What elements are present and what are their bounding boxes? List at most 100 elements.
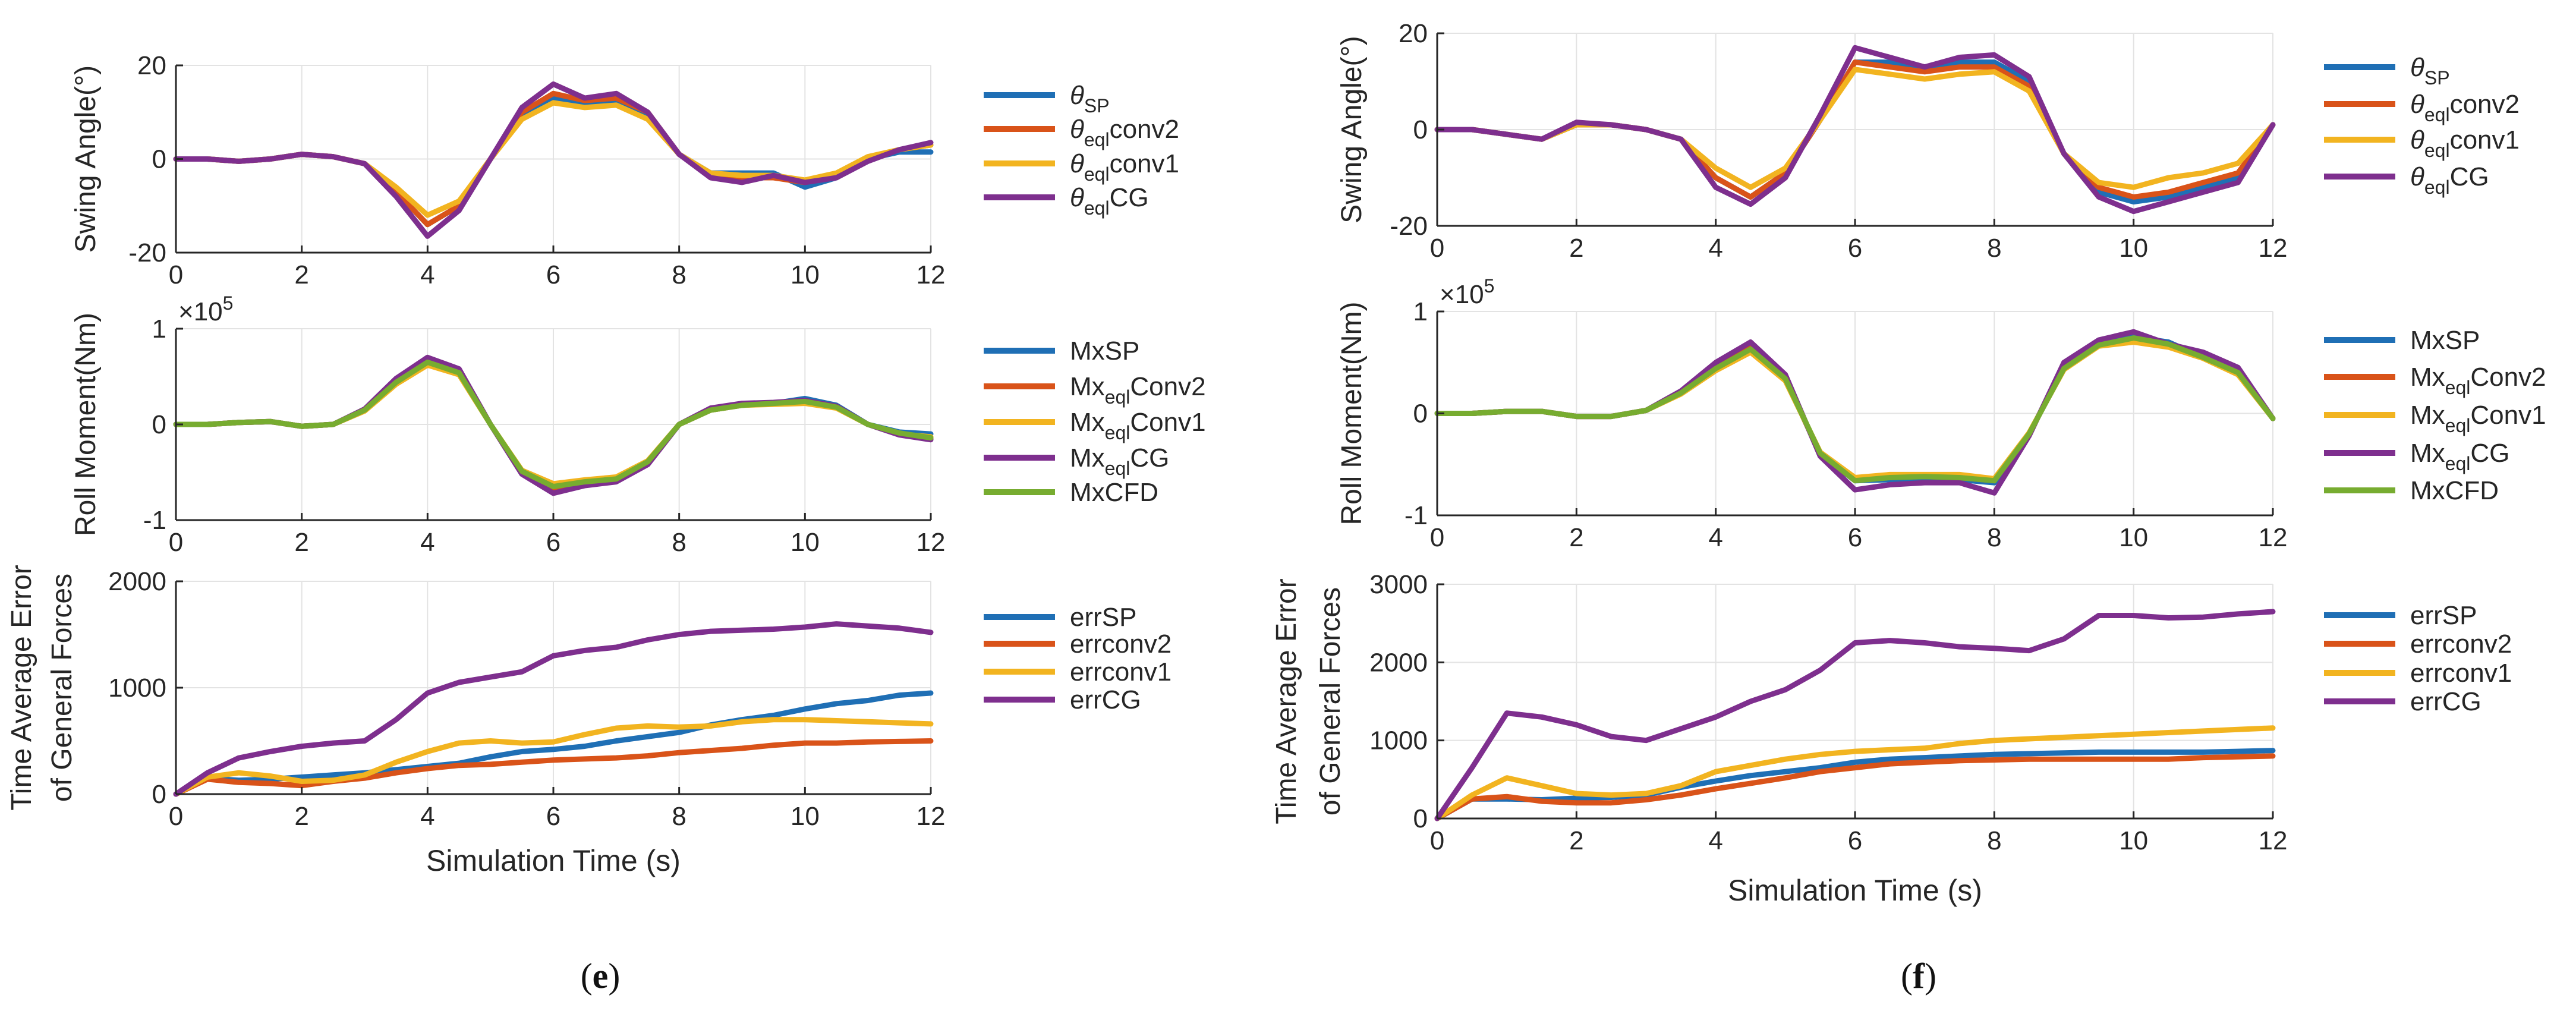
legend-label-cfd: MxCFD: [1070, 478, 1158, 507]
y-axis-label-line-1: Time Average Error: [1271, 578, 1302, 824]
legend-label-conv2: θeqlconv2: [1070, 115, 1179, 150]
series-line-sp: [1434, 748, 2276, 821]
x-tick-label: 0: [169, 260, 183, 289]
x-tick-label: 6: [546, 802, 560, 831]
x-tick-label: 12: [917, 260, 946, 289]
y-exponent-label: ×105: [1440, 275, 1494, 309]
legend-label-conv2: MxeqlConv2: [1070, 372, 1206, 408]
y-tick-label: 20: [137, 51, 166, 80]
x-tick-label: 4: [1708, 826, 1722, 855]
x-tick-label: 8: [672, 802, 686, 831]
series-line-cfd: [173, 359, 934, 490]
y-tick-label: 0: [1413, 804, 1428, 833]
legend-label-cg: errCG: [1070, 685, 1141, 714]
x-tick-label: 4: [420, 802, 434, 831]
legend-label-sp: errSP: [1070, 603, 1136, 632]
x-tick-label: 12: [2259, 826, 2288, 855]
x-tick-label: 8: [672, 260, 686, 289]
x-tick-label: 2: [294, 528, 308, 557]
y-axis-label: Swing Angle(°): [70, 65, 102, 253]
legend-label-cg: MxeqlCG: [1070, 443, 1169, 479]
y-axis-label-line-2: of General Forces: [1315, 587, 1346, 816]
y-axis-label-line-1: Time Average Error: [6, 565, 37, 811]
y-tick-label: 1000: [108, 673, 166, 703]
x-tick-label: 6: [1848, 826, 1862, 855]
legend-label-conv2: θeqlconv2: [2410, 90, 2520, 125]
legend-label-cg: errCG: [2410, 687, 2481, 716]
y-tick-label: 1000: [1369, 726, 1428, 755]
series-line-cfd: [1434, 335, 2276, 484]
x-tick-label: 2: [294, 260, 308, 289]
series-line-sp: [173, 690, 934, 797]
x-axis-label: Simulation Time (s): [426, 844, 681, 877]
y-tick-label: 0: [1413, 115, 1428, 144]
x-tick-label: 10: [791, 802, 820, 831]
y-tick-label: -20: [1390, 212, 1428, 241]
panel-caption: (e): [581, 956, 621, 996]
legend-label-conv2: errconv2: [1070, 629, 1172, 659]
x-tick-label: 6: [1848, 234, 1862, 263]
x-tick-label: 0: [1430, 826, 1444, 855]
x-tick-label: 2: [1569, 523, 1583, 552]
y-tick-label: 0: [152, 145, 166, 174]
x-tick-label: 10: [791, 528, 820, 557]
chart-f-3: 0 2 4 6 8 10 12 0 1000 2000 3000 Time Average Error…: [1271, 570, 2512, 855]
x-tick-label: 2: [1569, 234, 1583, 263]
x-tick-label: 6: [546, 260, 560, 289]
legend-label-conv1: θeqlconv1: [1070, 149, 1179, 185]
x-tick-label: 0: [169, 528, 183, 557]
legend-label-cg: θeqlCG: [1070, 183, 1149, 219]
x-tick-label: 8: [1987, 826, 2001, 855]
y-tick-label: 0: [1413, 399, 1428, 429]
y-tick-label: 2000: [108, 567, 166, 596]
legend-label-cfd: MxCFD: [2410, 476, 2499, 505]
panel-caption: (f): [1901, 956, 1936, 996]
legend-label-conv2: errconv2: [2410, 629, 2512, 659]
legend-label-sp: θSP: [2410, 53, 2450, 89]
x-tick-label: 4: [1708, 523, 1722, 552]
legend-label-conv1: θeqlconv1: [2410, 125, 2520, 161]
y-axis-label: Roll Moment(Nm): [1336, 301, 1368, 525]
y-tick-label: -1: [143, 506, 166, 535]
series-line-cg: [173, 621, 934, 797]
x-tick-label: 0: [169, 802, 183, 831]
y-exponent-label: ×105: [178, 292, 233, 326]
x-tick-label: 12: [917, 528, 946, 557]
series-line-cg: [173, 81, 934, 239]
x-tick-label: 0: [1430, 523, 1444, 552]
x-tick-label: 10: [2119, 826, 2148, 855]
y-tick-label: 2000: [1369, 648, 1428, 677]
legend-label-conv2: MxeqlConv2: [2410, 363, 2546, 398]
legend-label-conv1: errconv1: [2410, 659, 2512, 688]
y-tick-label: 1: [152, 314, 166, 344]
x-tick-label: 4: [1708, 234, 1722, 263]
x-tick-label: 12: [2259, 234, 2288, 263]
series-line-conv2: [1434, 753, 2276, 821]
x-tick-label: 6: [1848, 523, 1862, 552]
x-tick-label: 10: [2119, 523, 2148, 552]
y-tick-label: 20: [1399, 19, 1428, 48]
y-axis-label-line-2: of General Forces: [46, 574, 78, 802]
series-line-cg: [1434, 609, 2276, 821]
chart-e-3: 0 2 4 6 8 10 12 0 1000 2000 Time Average Error of G…: [6, 565, 1172, 831]
x-axis-label: Simulation Time (s): [1728, 874, 1982, 907]
y-tick-label: -20: [128, 238, 166, 267]
x-tick-label: 10: [2119, 234, 2148, 263]
series-line-conv1: [1434, 725, 2276, 821]
x-tick-label: 4: [420, 528, 434, 557]
legend-label-conv1: MxeqlConv1: [2410, 401, 2546, 436]
x-tick-label: 8: [672, 528, 686, 557]
y-tick-label: 1: [1413, 297, 1428, 326]
legend-label-sp: MxSP: [2410, 326, 2480, 355]
legend-label-sp: θSP: [1070, 81, 1110, 117]
legend-label-cg: MxeqlCG: [2410, 439, 2509, 474]
